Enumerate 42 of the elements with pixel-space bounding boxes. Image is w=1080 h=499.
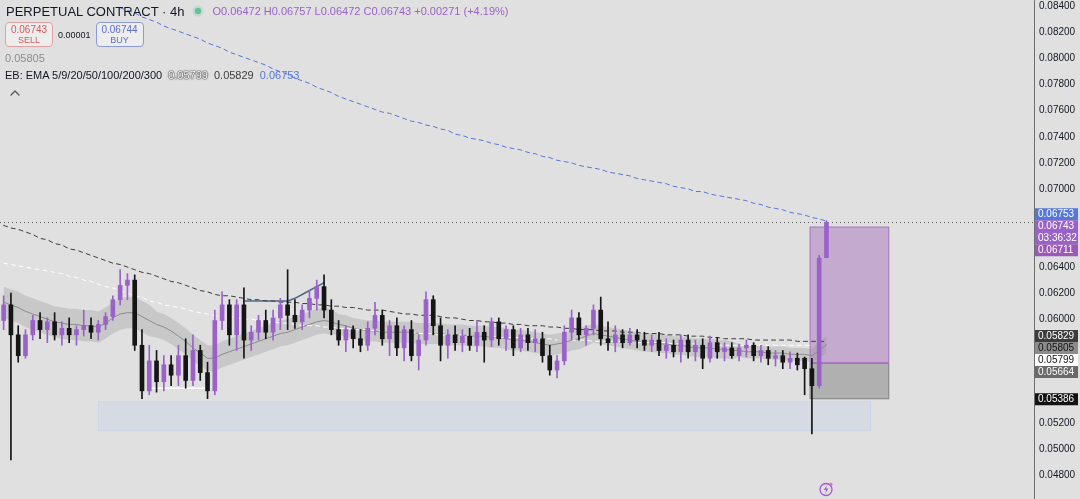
annotation: 0.05805 — [5, 52, 45, 64]
y-tick-label: 0.07000 — [1039, 182, 1076, 194]
y-tick-label: 0.07200 — [1039, 156, 1076, 168]
text: 0.05386 — [1038, 393, 1075, 405]
text: 0.06753 — [1038, 208, 1075, 220]
y-tick-label: 0.06000 — [1039, 312, 1076, 324]
annotation: 0.05799 — [168, 69, 208, 81]
candlestick — [787, 351, 793, 370]
candlestick — [532, 329, 538, 353]
y-tick-label: 0.07800 — [1039, 78, 1076, 90]
candlestick — [481, 325, 487, 363]
y-tick-label: 0.06400 — [1039, 260, 1076, 272]
ref-line-label: 0.06743 03:36:32 — [1038, 220, 1078, 244]
buy-button: 0.06744 BUY — [95, 22, 144, 47]
annotation: EB: EMA 5/9/20/50/100/200/300 — [5, 69, 163, 81]
y-tick-label: 0.04800 — [1039, 469, 1076, 481]
line-series — [3, 224, 827, 342]
candlestick — [81, 309, 87, 337]
annotation: 0.06743 — [9, 23, 49, 35]
chart-title: PERPETUAL CONTRACT · 4h — [6, 3, 185, 19]
y-tick-label: 0.05200 — [1039, 417, 1076, 429]
y-tick-label: 0.08400 — [1039, 0, 1076, 12]
candlestick — [605, 321, 611, 351]
annotation: 0.05829 — [213, 69, 254, 81]
y-tick-label: 0.07400 — [1039, 130, 1076, 142]
y-tick-label: 0.06200 — [1039, 286, 1076, 298]
text: 0.05805 — [1038, 342, 1075, 354]
text: 0.05799 — [1038, 354, 1075, 366]
text: 0.06711 — [1038, 244, 1074, 256]
annotation: 0.06753 — [259, 69, 300, 81]
annotation: O0.06472 H0.06757 L0.06472 C0.06743 +0.00271 (+4.19%) — [212, 5, 509, 17]
sell-button: 0.06743 SELL — [5, 22, 53, 47]
y-tick-label: 0.08200 — [1039, 26, 1076, 38]
text: 0.05829 — [1038, 330, 1075, 342]
annotation: BUY — [109, 34, 130, 46]
annotation: SELL — [17, 34, 41, 46]
y-tick-label: 0.05000 — [1039, 443, 1076, 455]
annotation: 0.00001 — [58, 29, 91, 40]
annotation: 0.06744 — [100, 23, 139, 35]
y-tick-label: 0.07600 — [1039, 104, 1076, 116]
y-tick-label: 0.08000 — [1039, 52, 1076, 64]
text: 0.05664 — [1038, 366, 1075, 378]
